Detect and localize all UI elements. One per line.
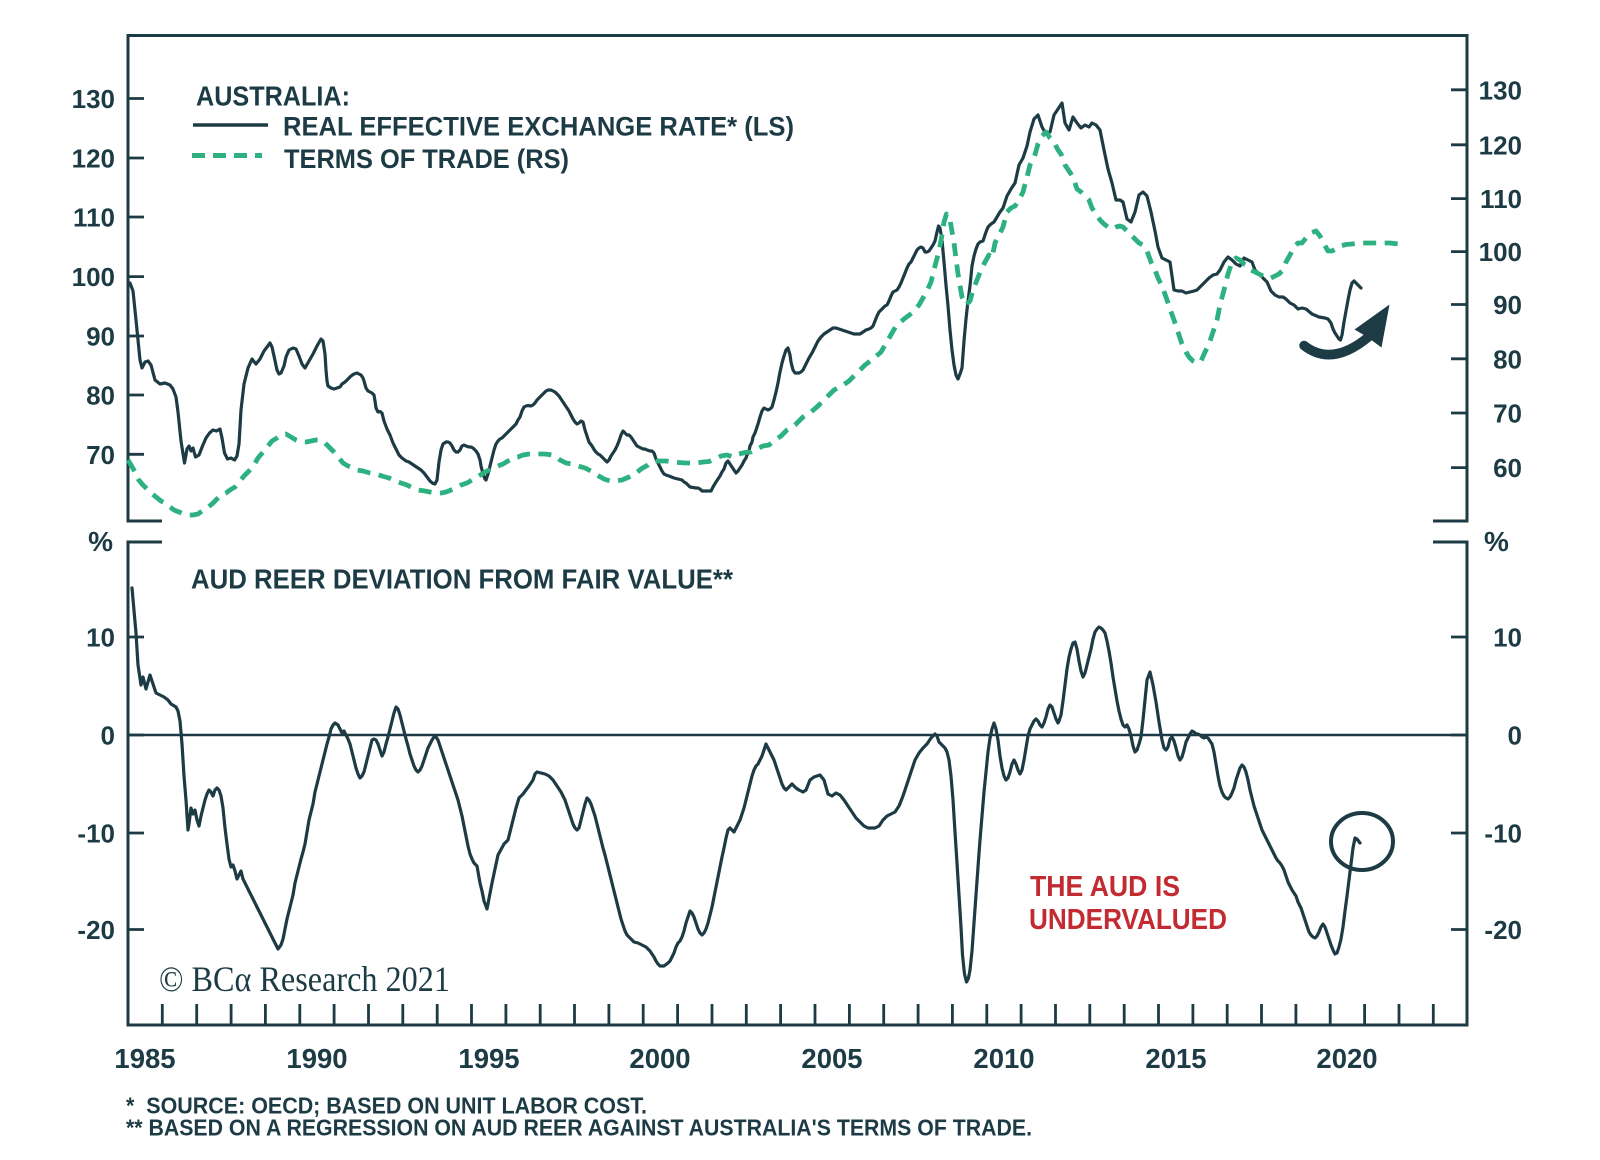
svg-text:2020: 2020 xyxy=(1316,1043,1377,1074)
svg-text:70: 70 xyxy=(1493,399,1522,429)
svg-text:-20: -20 xyxy=(77,915,115,945)
svg-text:** BASED ON A REGRESSION ON AU: ** BASED ON A REGRESSION ON AUD REER AGA… xyxy=(126,1115,1032,1141)
svg-text:10: 10 xyxy=(86,623,115,653)
svg-text:UNDERVALUED: UNDERVALUED xyxy=(1029,904,1227,936)
svg-text:THE AUD IS: THE AUD IS xyxy=(1030,871,1180,903)
svg-text:100: 100 xyxy=(1479,237,1522,267)
svg-text:%: % xyxy=(1484,526,1509,557)
svg-text:130: 130 xyxy=(72,84,115,114)
svg-text:2005: 2005 xyxy=(801,1043,862,1074)
svg-text:2010: 2010 xyxy=(973,1043,1034,1074)
svg-text:2015: 2015 xyxy=(1145,1043,1206,1074)
svg-text:* SOURCE: OECD; BASED ON UNIT: * SOURCE: OECD; BASED ON UNIT LABOR COST… xyxy=(126,1093,647,1119)
svg-text:80: 80 xyxy=(86,381,115,411)
svg-text:90: 90 xyxy=(86,322,115,352)
svg-text:0: 0 xyxy=(1508,721,1522,751)
svg-text:60: 60 xyxy=(1493,453,1522,483)
svg-text:2000: 2000 xyxy=(629,1043,690,1074)
svg-text:AUSTRALIA:: AUSTRALIA: xyxy=(196,81,350,112)
svg-text:110: 110 xyxy=(1480,184,1522,214)
svg-text:110: 110 xyxy=(73,203,115,233)
svg-text:-20: -20 xyxy=(1484,915,1522,945)
svg-text:70: 70 xyxy=(86,440,115,470)
svg-text:0: 0 xyxy=(101,721,115,751)
svg-text:120: 120 xyxy=(72,144,115,174)
svg-text:1995: 1995 xyxy=(458,1043,519,1074)
svg-text:1990: 1990 xyxy=(286,1043,347,1074)
svg-text:-10: -10 xyxy=(77,819,115,849)
svg-text:90: 90 xyxy=(1493,290,1522,320)
svg-text:© BCα Research 2021: © BCα Research 2021 xyxy=(159,959,450,999)
svg-text:1985: 1985 xyxy=(114,1043,175,1074)
svg-text:100: 100 xyxy=(72,262,115,292)
svg-text:10: 10 xyxy=(1493,623,1522,653)
svg-text:130: 130 xyxy=(1479,75,1522,105)
svg-text:-10: -10 xyxy=(1484,819,1522,849)
svg-text:REAL EFFECTIVE EXCHANGE RATE*: REAL EFFECTIVE EXCHANGE RATE* (LS) xyxy=(283,112,794,142)
svg-text:AUD REER DEVIATION FROM FAIR V: AUD REER DEVIATION FROM FAIR VALUE** xyxy=(191,564,733,595)
svg-text:120: 120 xyxy=(1479,130,1522,160)
svg-text:TERMS OF TRADE (RS): TERMS OF TRADE (RS) xyxy=(284,144,569,174)
svg-text:80: 80 xyxy=(1493,344,1522,374)
svg-text:%: % xyxy=(88,526,113,557)
